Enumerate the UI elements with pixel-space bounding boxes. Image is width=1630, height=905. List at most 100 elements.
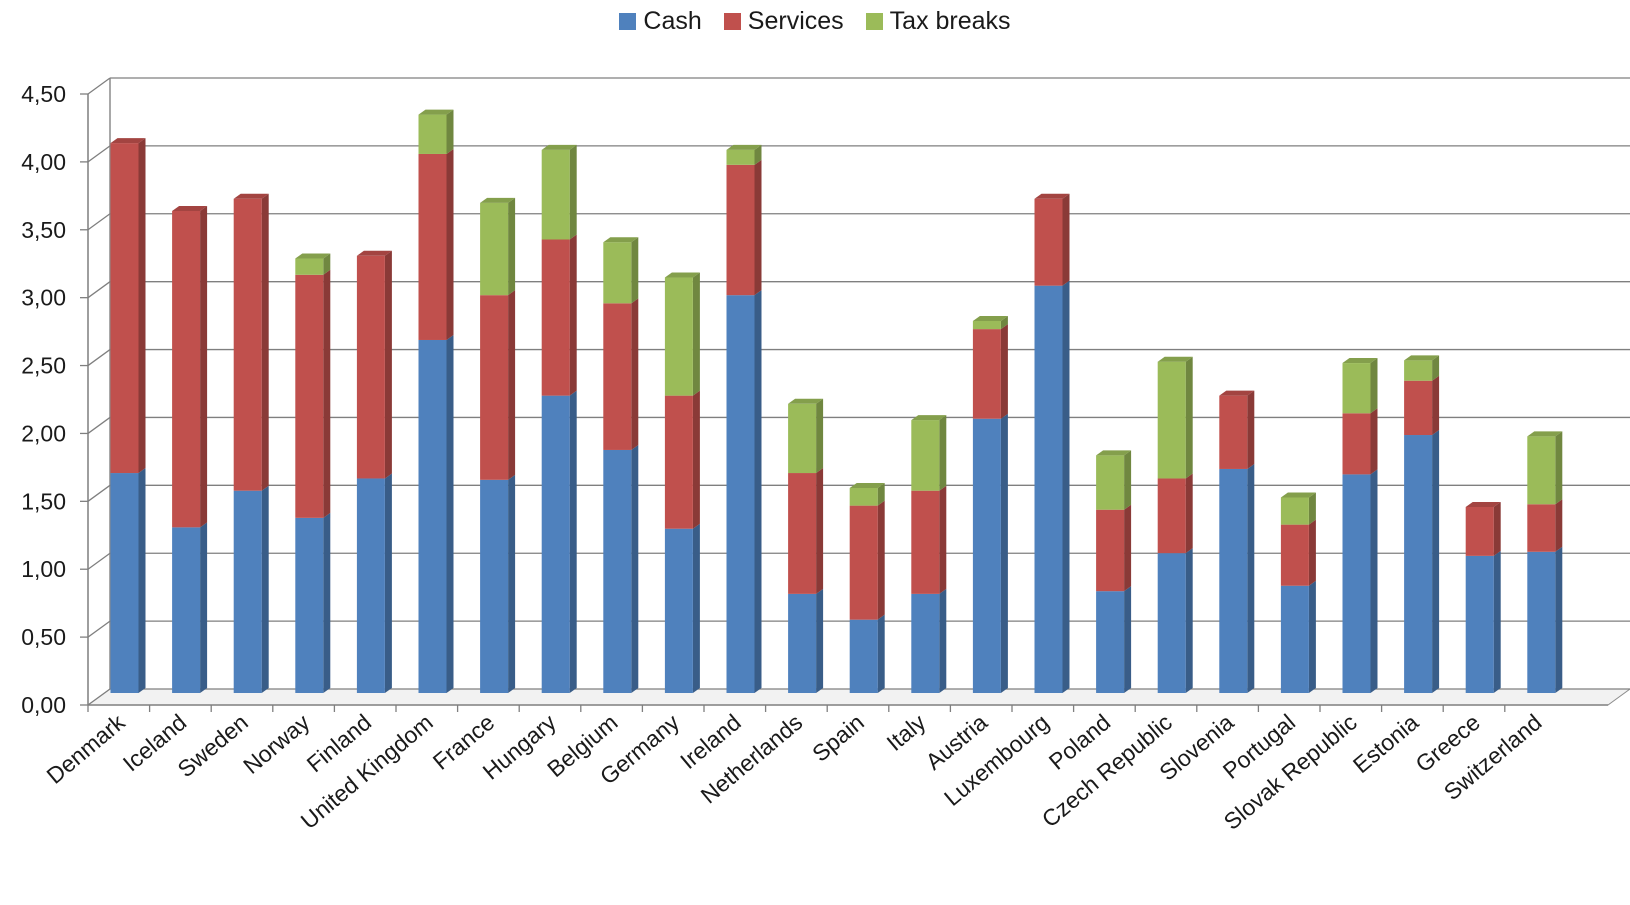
bar-top-cap	[541, 144, 577, 150]
bar-side-services	[384, 250, 392, 479]
bar-cash	[233, 490, 262, 693]
bar-side-cash	[939, 588, 947, 693]
bar-tax-breaks	[1342, 363, 1371, 414]
x-tick-label: Norway	[238, 709, 315, 779]
bar-tax-breaks	[664, 277, 693, 396]
bar-cash	[172, 527, 201, 693]
legend-label-tax-breaks: Tax breaks	[889, 6, 1011, 35]
bar-top-cap	[295, 253, 331, 259]
bar-top-cap	[849, 482, 885, 488]
x-tick-label: Italy	[881, 709, 930, 756]
bar-services	[233, 198, 262, 491]
bar-cash	[1404, 435, 1433, 693]
bar-side-cash	[200, 522, 208, 693]
bar-top-cap	[418, 109, 454, 115]
x-tick-label: Estonia	[1348, 709, 1424, 778]
bar-side-services	[1000, 324, 1008, 419]
gridline-diagonal	[87, 281, 111, 299]
bar-side-services	[754, 159, 762, 296]
bar-side-services	[1124, 504, 1132, 592]
bar-side-cash	[508, 474, 516, 693]
bar-tax-breaks	[418, 114, 447, 154]
bar-side-cash	[1247, 463, 1255, 693]
bar-side-services	[1370, 408, 1378, 475]
bar-side-cash	[323, 512, 331, 693]
bar-side-cash	[138, 468, 146, 693]
bar-tax-breaks	[972, 320, 1001, 330]
bar-side-services	[631, 298, 639, 450]
bar-tax-breaks	[1404, 360, 1433, 381]
bar-cash	[1280, 585, 1309, 693]
bar-side-services	[446, 148, 454, 340]
bar-side-tax-breaks	[692, 272, 700, 396]
bar-tax-breaks	[480, 202, 509, 296]
bar-services	[1034, 198, 1063, 286]
x-tick-label: Spain	[807, 709, 869, 767]
bar-services	[788, 473, 817, 594]
bar-side-tax-breaks	[1370, 358, 1378, 414]
y-tick-label: 0,00	[21, 692, 66, 718]
bar-side-cash	[1062, 280, 1070, 693]
bar-side-cash	[384, 473, 392, 693]
bar-top-cap	[1096, 450, 1132, 456]
bar-cash	[356, 478, 385, 693]
bar-services	[603, 303, 632, 450]
bar-side-services	[816, 468, 824, 594]
bar-side-tax-breaks	[323, 253, 331, 275]
bar-side-services	[569, 234, 577, 396]
bar-top-cap	[1465, 501, 1501, 507]
bar-side-cash	[1185, 548, 1193, 693]
bar-side-tax-breaks	[1124, 450, 1132, 510]
y-tick-label: 2,50	[21, 353, 66, 379]
bar-tax-breaks	[603, 242, 632, 304]
bar-side-tax-breaks	[1555, 431, 1563, 505]
bar-services	[1219, 395, 1248, 469]
bar-side-cash	[816, 588, 824, 693]
bar-side-cash	[754, 290, 762, 693]
y-tick-label: 1,00	[21, 556, 66, 582]
bar-side-tax-breaks	[446, 109, 454, 154]
bar-cash	[1096, 591, 1125, 693]
bar-side-services	[1555, 499, 1563, 552]
bar-cash	[726, 295, 755, 693]
bar-top-cap	[1527, 431, 1563, 437]
bar-side-services	[323, 269, 331, 518]
bar-cash	[911, 593, 940, 693]
bar-tax-breaks	[541, 149, 570, 240]
bar-top-cap	[726, 144, 762, 150]
bar-side-tax-breaks	[569, 144, 577, 240]
bar-cash	[110, 473, 139, 693]
bar-side-cash	[631, 444, 639, 693]
bar-side-tax-breaks	[939, 415, 947, 491]
bar-side-cash	[692, 523, 700, 693]
bar-services	[726, 164, 755, 296]
bar-side-services	[261, 193, 269, 491]
bar-side-services	[1185, 473, 1193, 554]
bar-top-cap	[1219, 390, 1255, 396]
gridline-diagonal	[87, 213, 111, 231]
bar-tax-breaks	[911, 420, 940, 491]
bar-side-services	[939, 485, 947, 594]
bar-services	[356, 255, 385, 479]
bar-services	[172, 210, 201, 528]
bar-services	[1096, 509, 1125, 592]
legend-item-tax-breaks: Tax breaks	[865, 6, 1011, 36]
legend-swatch-cash	[619, 12, 637, 30]
bar-services	[295, 274, 324, 518]
bar-side-tax-breaks	[1308, 492, 1316, 525]
bar-side-services	[1493, 501, 1501, 556]
bar-cash	[1219, 468, 1248, 693]
bar-top-cap	[664, 272, 700, 278]
bar-cash	[418, 339, 447, 693]
bar-side-services	[200, 205, 208, 528]
gridline-diagonal	[87, 620, 111, 638]
bar-top-cap	[911, 415, 947, 421]
bar-cash	[1465, 555, 1494, 693]
bar-side-tax-breaks	[1000, 315, 1008, 330]
bar-top-cap	[788, 398, 824, 404]
gridline-diagonal	[87, 484, 111, 502]
bar-side-cash	[1370, 469, 1378, 693]
bar-side-cash	[1493, 550, 1501, 693]
bar-side-tax-breaks	[1185, 356, 1193, 479]
bar-side-tax-breaks	[631, 237, 639, 304]
